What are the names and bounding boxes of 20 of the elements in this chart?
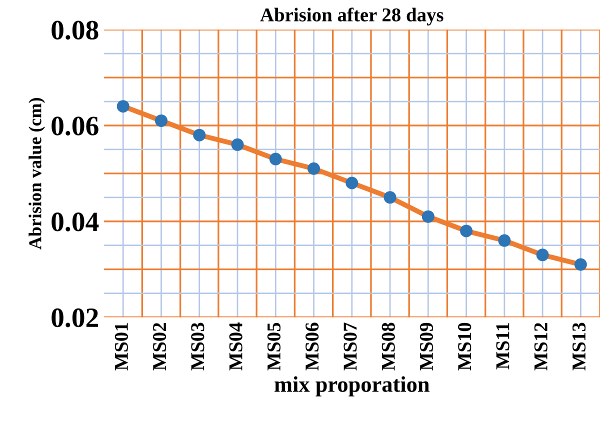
x-tick-label: MS12 <box>534 322 548 370</box>
x-tick-label: MS03 <box>191 322 204 370</box>
x-tick-label: MS01 <box>114 323 128 370</box>
x-tick-label: MS05 <box>267 322 281 370</box>
x-tick-label: MS06 <box>306 322 319 370</box>
y-tick-label: 0.04 <box>52 212 99 232</box>
chart-title: Abrision after 28 days <box>260 8 444 26</box>
x-tick-label: MS09 <box>420 322 434 370</box>
x-tick-label: MS07 <box>344 322 357 370</box>
x-axis-title: mix proporation <box>274 376 430 396</box>
y-tick-label: 0.06 <box>52 116 98 136</box>
x-tick-label: MS02 <box>152 322 166 370</box>
x-tick-label: MS10 <box>458 322 472 370</box>
x-tick-label: MS11 <box>496 323 510 370</box>
y-tick-label: 0.02 <box>52 308 98 328</box>
y-tick-label: 0.08 <box>52 20 98 40</box>
x-tick-label: MS04 <box>229 322 242 370</box>
x-tick-label: MS08 <box>382 322 395 370</box>
y-axis-title: Abrision value (cm) <box>28 98 46 250</box>
x-tick-label: MS13 <box>572 322 586 370</box>
